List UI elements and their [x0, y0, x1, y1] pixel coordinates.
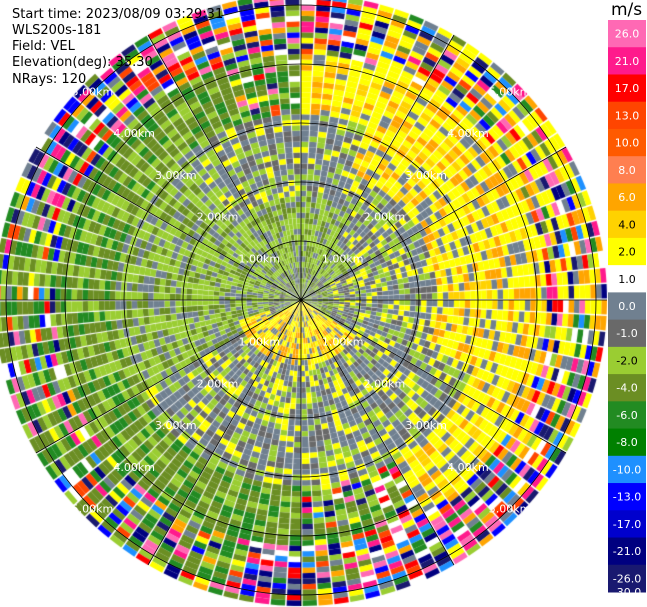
- range-ring-label: 3.00km: [405, 169, 447, 182]
- colorbar-segment: [608, 564, 646, 593]
- azimuth-spoke: [35, 299, 302, 454]
- colorbar-tick-label: -2.0: [616, 354, 637, 367]
- colorbar-segment: [608, 319, 646, 348]
- nrays-label: NRays: 120: [12, 72, 87, 87]
- colorbar-segment: [608, 47, 646, 75]
- colorbar-tick-label: -6.0: [616, 409, 637, 422]
- colorbar-tick-label: 17.0: [615, 82, 640, 95]
- instrument-label: WLS200s-181: [12, 23, 102, 38]
- colorbar-tick-label: 2.0: [618, 246, 636, 259]
- colorbar-tick-label: 21.0: [615, 55, 640, 68]
- azimuth-spoke: [300, 299, 455, 566]
- colorbar-tick-label: 1.0: [618, 273, 636, 286]
- colorbar-tick-label: -13.0: [613, 491, 641, 504]
- start-time-label: Start time: 2023/08/09 03:29:31: [12, 7, 224, 22]
- colorbar-segment: [608, 74, 646, 103]
- range-ring-label: 3.00km: [405, 419, 447, 432]
- range-ring-label: 1.00km: [322, 336, 364, 349]
- colorbar-tick-label: -26.0: [613, 572, 641, 585]
- colorbar-segment: [608, 265, 646, 293]
- colorbar-tick-label: -17.0: [613, 518, 641, 531]
- range-ring-label: 2.00km: [197, 377, 239, 390]
- range-ring-label: 5.00km: [72, 503, 114, 516]
- azimuth-spoke: [147, 34, 302, 301]
- colorbar-tick-label: 0.0: [618, 300, 636, 313]
- range-ring-label: 4.00km: [447, 127, 489, 140]
- range-ring-labels: 1.00km 1.00km 1.00km 1.00km 2.00km 2.00km 2.00…: [72, 85, 531, 515]
- colorbar-segment: [608, 374, 646, 402]
- colorbar-segment: [608, 292, 646, 321]
- colorbar-segment: [608, 537, 646, 566]
- range-ring-label: 1.00km: [238, 252, 280, 265]
- colorbar-segment: [608, 483, 646, 511]
- range-ring-label: 4.00km: [113, 461, 155, 474]
- azimuth-spoke: [300, 299, 567, 454]
- colorbar-segment: [608, 237, 646, 266]
- colorbar-segment: [608, 183, 646, 212]
- colorbar-tick-label: -1.0: [616, 327, 637, 340]
- range-ring-label: 5.00km: [489, 85, 531, 98]
- colorbar-tick-label: 6.0: [618, 191, 636, 204]
- colorbar-segment: [608, 401, 646, 430]
- colorbar-segment: [608, 346, 646, 375]
- field-label: Field: VEL: [12, 39, 75, 54]
- range-ring-label: 2.00km: [197, 211, 239, 224]
- azimuth-spoke: [300, 146, 567, 301]
- azimuth-spokes: [0, 0, 607, 606]
- colorbar-tick-label: 4.0: [618, 218, 636, 231]
- colorbar-segment: [608, 101, 646, 130]
- colorbar-segment: [608, 20, 646, 48]
- azimuth-spoke: [300, 34, 455, 301]
- colorbar-segment: [608, 156, 646, 184]
- range-ring-label: 5.00km: [489, 503, 531, 516]
- colorbar-tick-label: 10.0: [615, 137, 640, 150]
- colorbar-segment: [608, 455, 646, 484]
- colorbar-tick-label: 8.0: [618, 164, 636, 177]
- range-ring-label: 5.00km: [72, 85, 114, 98]
- range-ring-label: 4.00km: [447, 461, 489, 474]
- range-ring-label: 2.00km: [364, 377, 406, 390]
- range-ring-label: 4.00km: [113, 127, 155, 140]
- colorbar-tick-label: -8.0: [616, 436, 637, 449]
- colorbar-tick-label: -21.0: [613, 545, 641, 558]
- azimuth-spoke: [147, 299, 302, 566]
- range-ring-label: 3.00km: [155, 419, 197, 432]
- colorbar-tick-label: -30.0: [613, 586, 641, 598]
- range-ring-label: 1.00km: [322, 252, 364, 265]
- range-ring-label: 2.00km: [364, 211, 406, 224]
- colorbar-tick-label: 13.0: [615, 109, 640, 122]
- colorbar-tick-label: -10.0: [613, 463, 641, 476]
- range-ring-label: 3.00km: [155, 169, 197, 182]
- range-ring-label: 1.00km: [238, 336, 280, 349]
- colorbar-segment: [608, 128, 646, 157]
- colorbar-tick-label: -4.0: [616, 382, 637, 395]
- colorbar-tick-label: 26.0: [615, 28, 640, 41]
- colorbar-segment: [608, 210, 646, 239]
- colorbar: 26.0 21.0 17.0 13.0 10.0 8.0 6.0 4.0 2.0 1.0 0.0 -1…: [608, 20, 646, 599]
- colorbar-segment: [608, 510, 646, 539]
- azimuth-spoke: [35, 146, 302, 301]
- colorbar-unit: m/s: [611, 0, 643, 20]
- colorbar-segment: [608, 428, 646, 457]
- elevation-label: Elevation(deg): 35.30: [12, 55, 153, 70]
